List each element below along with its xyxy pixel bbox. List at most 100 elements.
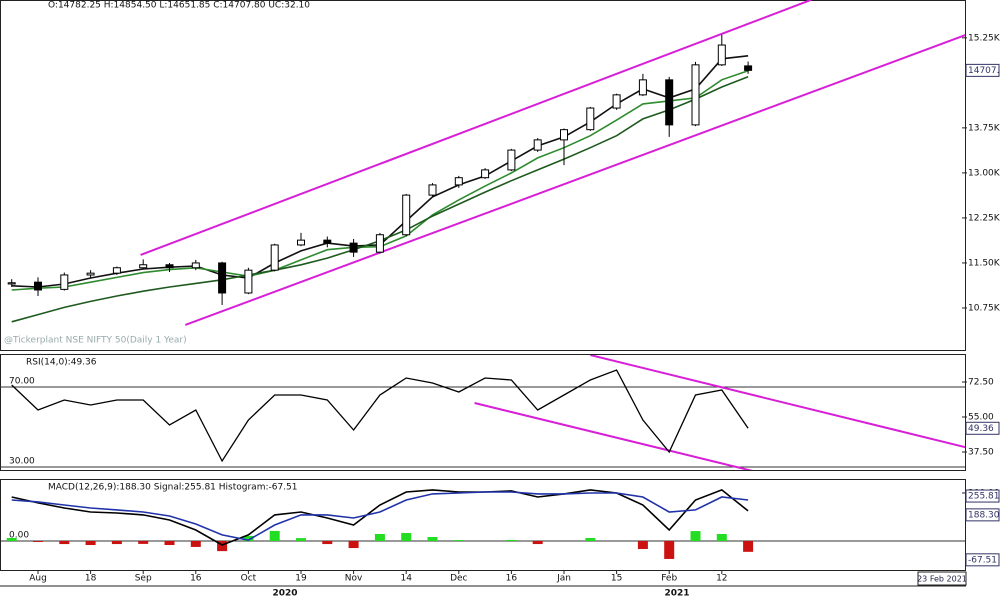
x-tick-label: 16 [190, 574, 202, 584]
y-tick-label: 72.50 [968, 378, 994, 388]
rsi-plot [0, 355, 965, 470]
candle-body [454, 177, 463, 186]
candle-body [244, 269, 253, 294]
y-tick-label: 11.50K [968, 258, 1000, 268]
macd-plot [0, 488, 965, 559]
histogram-bar [453, 540, 464, 542]
watermark: @Tickerplant NSE NIFTY 50(Daily 1 Year) [4, 336, 187, 346]
y-tick-label: 15.25K [968, 33, 1000, 43]
candle-body [34, 281, 42, 291]
candle-body [612, 94, 621, 109]
level-label: 0.00 [9, 531, 29, 541]
trendline [184, 34, 965, 326]
value-box-label: 255.81 [968, 492, 1000, 502]
candle-body [60, 274, 69, 290]
y-tick-label: 55.00 [968, 413, 994, 423]
histogram-bar [164, 541, 175, 546]
histogram-bar [743, 541, 754, 552]
year-label: 2020 [272, 589, 297, 599]
level-label: 30.00 [9, 457, 35, 467]
x-tick-label: 16 [506, 574, 518, 584]
histogram-bar [33, 541, 43, 542]
value-box-label: 14707.8 [968, 66, 1000, 76]
price-plot [7, 0, 965, 326]
x-tick-label: 12 [716, 574, 727, 584]
macd-title: MACD(12,26,9):188.30 Signal:255.81 Histo… [48, 483, 298, 493]
histogram-bar [716, 533, 727, 542]
candle-body [297, 239, 305, 246]
y-tick-label: 37.50 [968, 448, 994, 458]
candle-body [560, 129, 568, 141]
x-tick-label: 15 [611, 574, 622, 584]
histogram-bar [427, 537, 438, 542]
candle-body [533, 139, 542, 151]
candle-body [349, 242, 358, 253]
histogram-bar [296, 538, 306, 542]
trendline [590, 355, 965, 449]
histogram-bar [532, 541, 543, 545]
level-label: 70.00 [9, 377, 35, 387]
value-box-label: 188.30 [968, 510, 1000, 520]
candle-body [139, 264, 148, 269]
candle-body [402, 194, 411, 236]
x-tick-label: Nov [345, 574, 363, 584]
candle-body [481, 169, 490, 179]
histogram-bar [85, 541, 96, 546]
candle-body [638, 79, 647, 96]
candle-body [191, 262, 200, 269]
histogram-bar [59, 541, 70, 545]
histogram-bar [401, 533, 412, 542]
candle-body [165, 264, 174, 269]
candle-body [270, 244, 279, 271]
value-box [965, 489, 1000, 503]
candle-body [744, 65, 753, 71]
histogram-bar [217, 541, 228, 552]
frames [0, 0, 966, 587]
x-tick-label: 19 [295, 574, 307, 584]
histogram-bar [348, 541, 359, 549]
candle-body [323, 239, 332, 244]
macd-line [11, 488, 749, 546]
value-box-label: 49.36 [968, 424, 994, 434]
histogram-bar [374, 533, 385, 542]
price-header: O:14782.25 H:14854.50 L:14651.85 C:14707… [48, 1, 310, 11]
histogram-bar [637, 541, 648, 550]
value-box-label: -67.51 [968, 555, 997, 565]
x-tick-label: Feb [661, 574, 677, 584]
y-tick-label: 13.75K [968, 123, 1000, 133]
value-box [965, 63, 1000, 77]
date-box [917, 571, 967, 586]
histogram-bar [322, 541, 333, 545]
candle-body [507, 149, 516, 171]
x-tick-label: Sep [135, 574, 152, 584]
rsi-frame [0, 354, 966, 471]
y-tick-label: 10.75K [968, 303, 1000, 313]
macd-line [11, 491, 749, 541]
candle-body [7, 282, 16, 285]
macd-frame [0, 479, 966, 571]
price-frame [0, 0, 966, 351]
histogram-bar [664, 541, 675, 559]
rsi-line [11, 369, 749, 463]
year-label: 2021 [664, 589, 689, 599]
value-box [965, 508, 1000, 522]
candle-body [375, 234, 384, 253]
candle-body [717, 44, 726, 66]
x-tick-label: Dec [450, 574, 467, 584]
x-tick-label: 14 [400, 574, 412, 584]
x-tick-label: Aug [29, 574, 47, 584]
histogram-bar [269, 530, 280, 542]
date-label: 23 Feb 2021 [917, 575, 967, 584]
histogram-bar [585, 537, 596, 542]
candle-body [691, 64, 700, 126]
x-tick-label: Oct [241, 574, 257, 584]
x-tick-label: Jan [556, 574, 571, 584]
histogram-bar [506, 539, 517, 542]
y-tick-label: 12.25K [968, 213, 1000, 223]
candle-body [112, 267, 121, 274]
histogram-bar [190, 541, 201, 547]
trendline [140, 0, 812, 256]
value-box [965, 421, 1000, 435]
